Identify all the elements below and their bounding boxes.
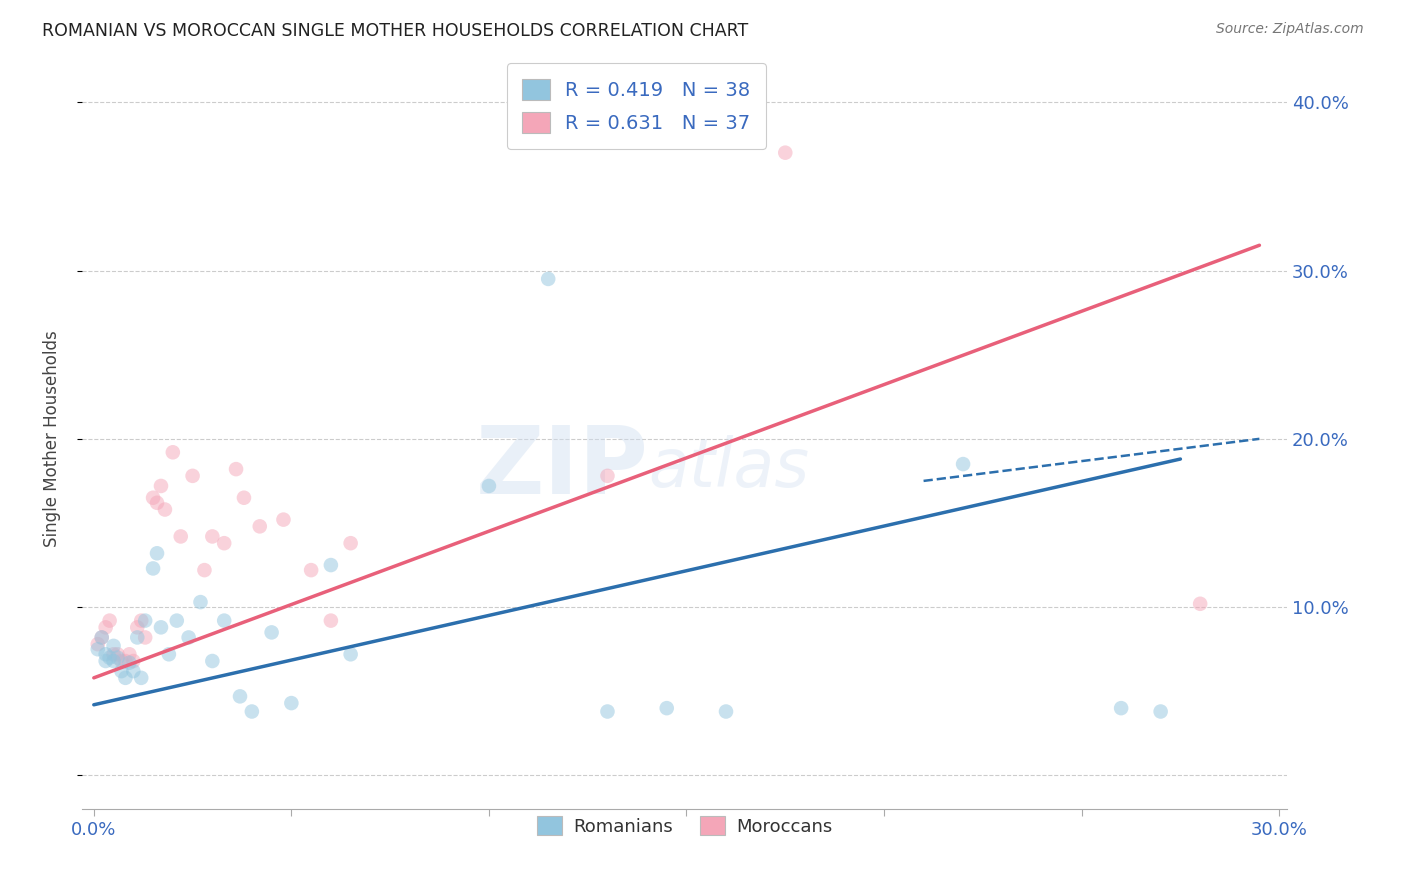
Point xyxy=(319,558,342,572)
Point xyxy=(142,561,165,575)
Point xyxy=(107,650,129,665)
Point xyxy=(114,671,136,685)
Text: ZIP: ZIP xyxy=(475,423,648,515)
Point xyxy=(177,631,200,645)
Point xyxy=(260,625,283,640)
Point xyxy=(87,642,110,657)
Point xyxy=(103,647,125,661)
Point xyxy=(170,529,193,543)
Point xyxy=(596,468,619,483)
Point xyxy=(122,654,145,668)
Point xyxy=(166,614,188,628)
Point xyxy=(103,654,125,668)
Point xyxy=(149,620,172,634)
Point xyxy=(537,272,560,286)
Point xyxy=(110,664,132,678)
Point xyxy=(153,502,176,516)
Point xyxy=(233,491,256,505)
Point xyxy=(94,647,117,661)
Point xyxy=(146,496,169,510)
Point xyxy=(1189,597,1212,611)
Point xyxy=(118,656,141,670)
Legend: Romanians, Moroccans: Romanians, Moroccans xyxy=(527,806,841,845)
Point xyxy=(94,654,117,668)
Point xyxy=(114,654,136,668)
Point xyxy=(134,631,156,645)
Point xyxy=(319,614,342,628)
Point xyxy=(134,614,156,628)
Point xyxy=(142,491,165,505)
Point xyxy=(127,631,149,645)
Text: atlas: atlas xyxy=(648,435,810,501)
Point xyxy=(129,614,152,628)
Text: ROMANIAN VS MOROCCAN SINGLE MOTHER HOUSEHOLDS CORRELATION CHART: ROMANIAN VS MOROCCAN SINGLE MOTHER HOUSE… xyxy=(42,22,748,40)
Point xyxy=(1109,701,1132,715)
Point xyxy=(162,445,184,459)
Point xyxy=(90,631,112,645)
Y-axis label: Single Mother Households: Single Mother Households xyxy=(44,330,60,547)
Point xyxy=(98,614,121,628)
Point xyxy=(103,639,125,653)
Point xyxy=(596,705,619,719)
Point xyxy=(339,647,361,661)
Point xyxy=(157,647,180,661)
Point xyxy=(212,536,235,550)
Point xyxy=(229,690,252,704)
Point xyxy=(90,631,112,645)
Point xyxy=(181,468,204,483)
Point xyxy=(273,513,295,527)
Text: Source: ZipAtlas.com: Source: ZipAtlas.com xyxy=(1216,22,1364,37)
Point xyxy=(127,620,149,634)
Point xyxy=(118,647,141,661)
Point xyxy=(149,479,172,493)
Point xyxy=(107,647,129,661)
Point xyxy=(339,536,361,550)
Point xyxy=(714,705,737,719)
Point xyxy=(201,654,224,668)
Point xyxy=(201,529,224,543)
Point xyxy=(655,701,678,715)
Point xyxy=(240,705,263,719)
Point xyxy=(478,479,501,493)
Point xyxy=(87,637,110,651)
Point xyxy=(110,654,132,668)
Point xyxy=(193,563,215,577)
Point xyxy=(98,650,121,665)
Point xyxy=(249,519,271,533)
Point xyxy=(299,563,322,577)
Point xyxy=(225,462,247,476)
Point xyxy=(190,595,212,609)
Point xyxy=(146,546,169,560)
Point xyxy=(1149,705,1171,719)
Point xyxy=(775,145,797,160)
Point xyxy=(129,671,152,685)
Point xyxy=(280,696,302,710)
Point xyxy=(212,614,235,628)
Point xyxy=(122,664,145,678)
Point xyxy=(94,620,117,634)
Point xyxy=(952,457,974,471)
